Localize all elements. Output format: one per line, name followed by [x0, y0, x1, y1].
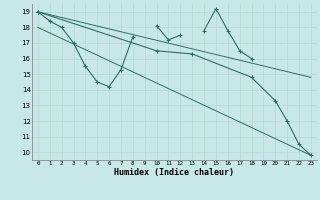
- X-axis label: Humidex (Indice chaleur): Humidex (Indice chaleur): [115, 168, 234, 177]
